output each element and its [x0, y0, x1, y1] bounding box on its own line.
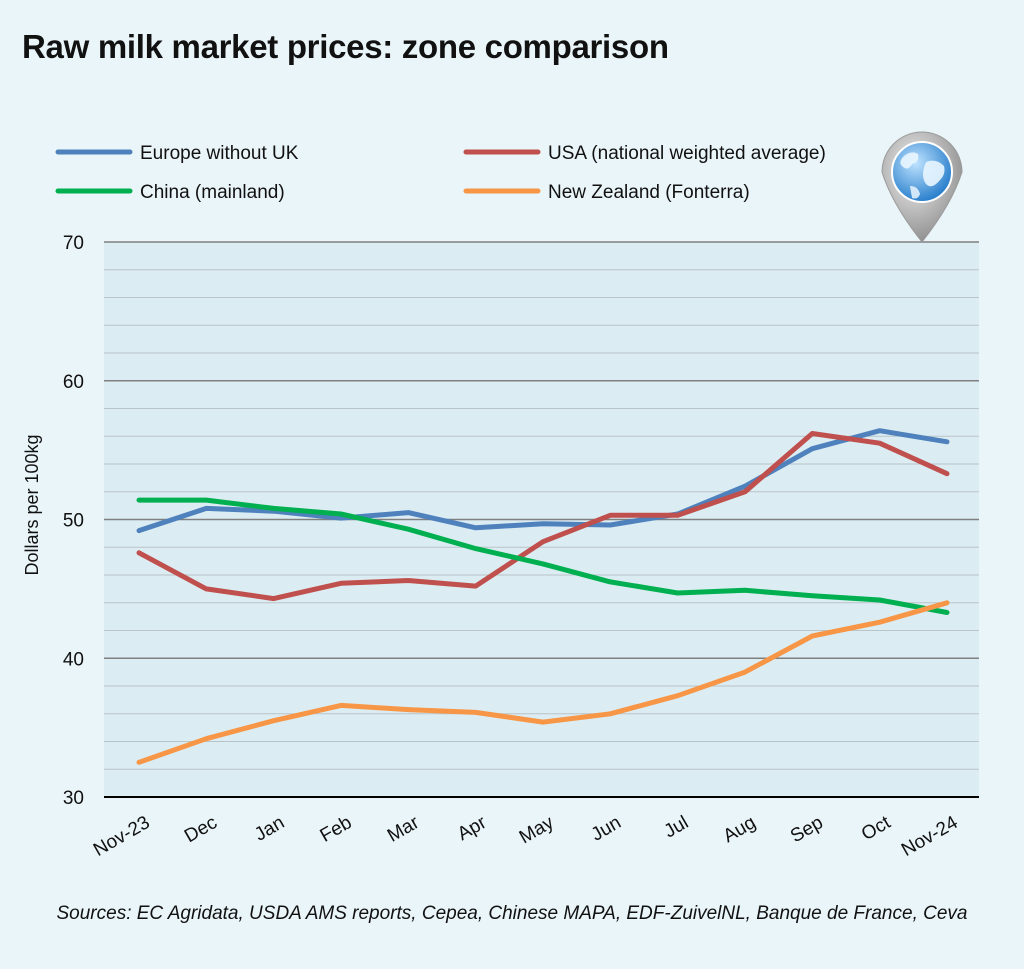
- x-tick-label: May: [516, 812, 558, 848]
- y-axis-title: Dollars per 100kg: [22, 434, 42, 575]
- x-tick-label: Nov-24: [898, 812, 962, 861]
- x-tick-label: Nov-23: [90, 812, 154, 861]
- series-line-usa-national-weighted-average: [136, 431, 950, 602]
- legend-label: USA (national weighted average): [548, 143, 826, 164]
- x-tick-label: Feb: [317, 812, 356, 847]
- legend-label: Europe without UK: [140, 143, 299, 164]
- series-lines: [136, 428, 950, 765]
- source-note: Sources: EC Agridata, USDA AMS reports, …: [56, 903, 968, 924]
- series-line-china-mainland: [136, 497, 950, 615]
- x-tick-label: Apr: [454, 812, 491, 845]
- legend-label: New Zealand (Fonterra): [548, 182, 750, 203]
- chart-title: Raw milk market prices: zone comparison: [22, 28, 669, 65]
- y-tick-label: 50: [63, 511, 84, 532]
- series-line-europe-without-uk: [136, 428, 950, 534]
- gridlines: [104, 241, 979, 770]
- y-tick-label: 30: [63, 788, 84, 809]
- x-tick-label: Oct: [858, 812, 895, 845]
- x-axis: Nov-23 Dec Jan Feb Mar Apr May Jun Jul Aug Sep Oct N…: [90, 796, 979, 861]
- x-tick-label: Jul: [661, 812, 693, 842]
- globe-map-pin-icon: [881, 131, 963, 243]
- legend-label: China (mainland): [140, 182, 285, 203]
- x-tick-label: Jun: [588, 812, 625, 846]
- x-tick-label: Mar: [384, 812, 423, 847]
- x-tick-label: Aug: [720, 812, 760, 847]
- y-tick-label: 60: [63, 372, 84, 393]
- x-tick-label: Jan: [251, 812, 288, 846]
- x-tick-label: Sep: [787, 812, 827, 847]
- y-axis: 30 40 50 60 70: [63, 233, 84, 809]
- y-tick-label: 70: [63, 233, 84, 254]
- y-tick-label: 40: [63, 649, 84, 670]
- legend: Europe without UK USA (national weighted …: [55, 143, 826, 203]
- series-line-new-zealand-fonterra: [136, 600, 950, 765]
- x-tick-label: Dec: [181, 812, 221, 847]
